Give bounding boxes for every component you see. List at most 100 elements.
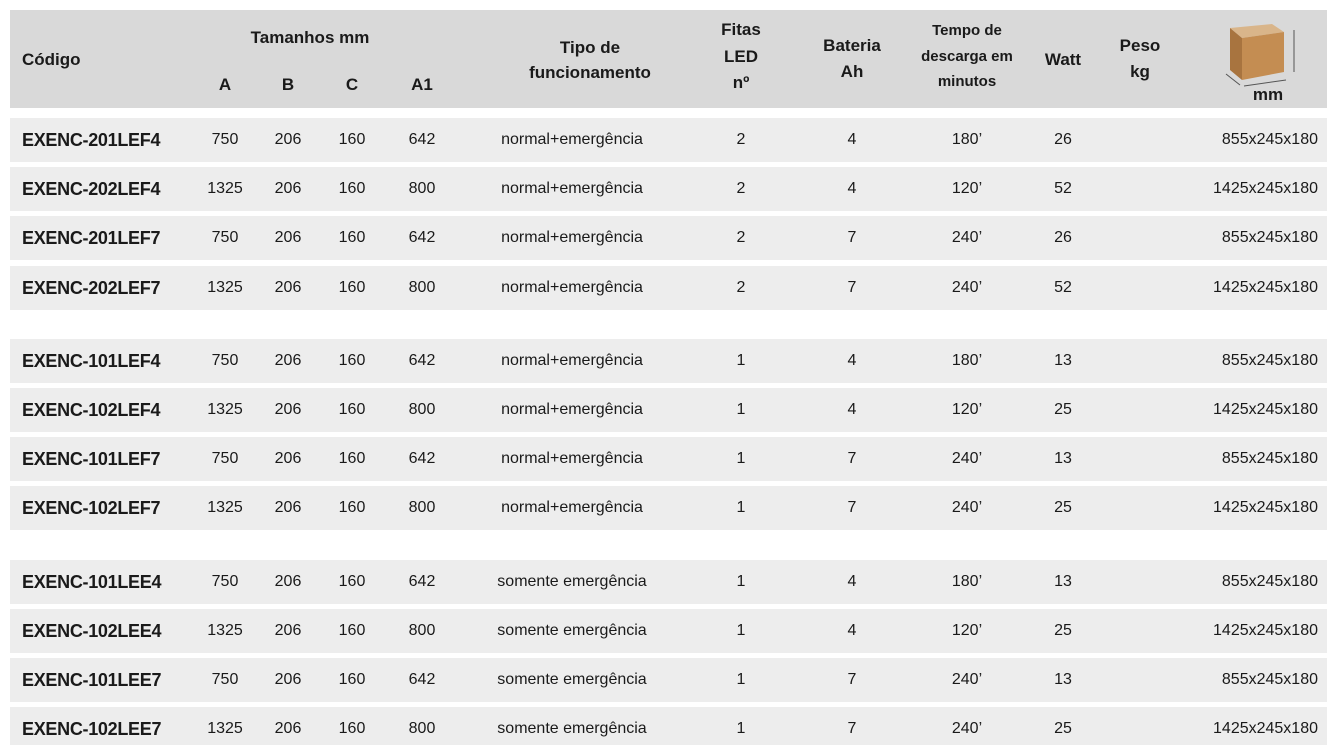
cell: 13 — [1054, 351, 1072, 369]
cell: 2 — [736, 278, 746, 296]
cell: normal+emergência — [501, 180, 643, 198]
cell: 206 — [274, 499, 302, 517]
cell: 750 — [211, 229, 239, 247]
header-cell: Watt — [1044, 50, 1082, 69]
cell: EXENC-202LEF4 — [22, 179, 161, 200]
cell: 642 — [408, 572, 436, 590]
cell: 1 — [736, 720, 746, 738]
cell: 642 — [408, 450, 436, 468]
row-band — [10, 486, 1327, 531]
cell: 180’ — [951, 351, 983, 369]
cell: 1 — [736, 671, 746, 688]
cell: 855x245x180 — [1221, 572, 1318, 590]
cell: 4 — [847, 401, 857, 418]
cell: 160 — [338, 621, 366, 639]
cell: 642 — [408, 229, 436, 247]
header-cell: descarga em — [921, 48, 1013, 65]
cell: 855x245x180 — [1221, 229, 1318, 247]
header-cell: Tempo de — [932, 22, 1002, 39]
cell: 160 — [338, 180, 366, 198]
cell: somente emergência — [497, 720, 647, 738]
cell: 1 — [736, 499, 746, 517]
cell: 160 — [338, 499, 366, 517]
cell: 4 — [847, 572, 857, 590]
header-cell: Tipo de — [559, 38, 621, 57]
header-cell: Código — [22, 50, 81, 69]
cell: EXENC-101LEF4 — [22, 350, 161, 371]
cell: EXENC-201LEF4 — [22, 130, 161, 150]
cell: 1425x245x180 — [1213, 278, 1318, 296]
row-band — [10, 707, 1327, 745]
cell: 160 — [338, 720, 366, 738]
cell: 1425x245x180 — [1213, 180, 1318, 198]
cell: 800 — [408, 499, 436, 517]
cell: EXENC-101LEE4 — [22, 571, 162, 592]
cell: 160 — [338, 450, 366, 468]
cell: 206 — [274, 229, 302, 247]
cell: 26 — [1054, 131, 1072, 148]
cell: 1325 — [207, 278, 243, 296]
cell: somente emergência — [497, 572, 647, 590]
cell: 642 — [408, 131, 436, 148]
cell: 1425x245x180 — [1213, 401, 1318, 418]
cell: 160 — [338, 131, 366, 148]
cell: EXENC-101LEE7 — [22, 670, 162, 690]
row-band — [10, 608, 1327, 653]
cell: 642 — [408, 671, 436, 688]
header-cell: A — [218, 75, 232, 94]
cell: 4 — [847, 621, 857, 639]
cell: 52 — [1054, 180, 1072, 198]
cell: 7 — [847, 671, 857, 688]
cell: 750 — [211, 450, 239, 468]
cell: 120’ — [951, 401, 983, 418]
cell: normal+emergência — [501, 401, 643, 418]
cell: 160 — [338, 278, 366, 296]
cell: 160 — [338, 401, 366, 418]
cell: 750 — [211, 671, 239, 688]
cell: 240’ — [951, 671, 983, 688]
cell: 800 — [408, 720, 436, 738]
row-band — [10, 658, 1327, 702]
row-band — [10, 118, 1327, 162]
cell: somente emergência — [497, 621, 647, 639]
cell: EXENC-201LEF7 — [22, 228, 161, 249]
cell: 1425x245x180 — [1213, 499, 1318, 517]
cell: 25 — [1054, 621, 1072, 639]
cell: 1325 — [207, 499, 243, 517]
header-band — [10, 10, 1327, 108]
cell: 206 — [274, 401, 302, 418]
row-band — [10, 559, 1327, 604]
cell: 750 — [211, 351, 239, 369]
cell: normal+emergência — [501, 229, 643, 247]
cell: 1325 — [207, 180, 243, 198]
cell: 1325 — [207, 401, 243, 418]
cell: 1325 — [207, 621, 243, 639]
cell: EXENC-102LEF7 — [22, 498, 161, 519]
cell: 240’ — [951, 278, 983, 296]
cell: EXENC-202LEF7 — [22, 277, 161, 298]
cell: 1 — [736, 621, 746, 639]
cell: 206 — [274, 572, 302, 590]
cell: EXENC-102LEF4 — [22, 400, 161, 420]
cell: 160 — [338, 671, 366, 688]
cell: 1 — [736, 572, 746, 590]
cell: 800 — [408, 180, 436, 198]
cell: 240’ — [951, 229, 983, 247]
cell: 642 — [408, 351, 436, 369]
cell: 206 — [274, 720, 302, 738]
cell: 1 — [736, 401, 746, 418]
cell: 855x245x180 — [1221, 450, 1318, 468]
cell: 1325 — [207, 720, 243, 738]
cell: 1425x245x180 — [1213, 720, 1318, 738]
cell: normal+emergência — [501, 351, 643, 369]
header-cell: kg — [1130, 62, 1150, 81]
cell: 240’ — [951, 450, 983, 468]
cell: 160 — [338, 351, 366, 369]
cell: 120’ — [951, 180, 983, 198]
box-icon — [1225, 24, 1295, 87]
cell: 2 — [736, 229, 746, 247]
header-cell: nº — [732, 73, 750, 92]
cell: 206 — [274, 351, 302, 369]
cell: 206 — [274, 278, 302, 296]
